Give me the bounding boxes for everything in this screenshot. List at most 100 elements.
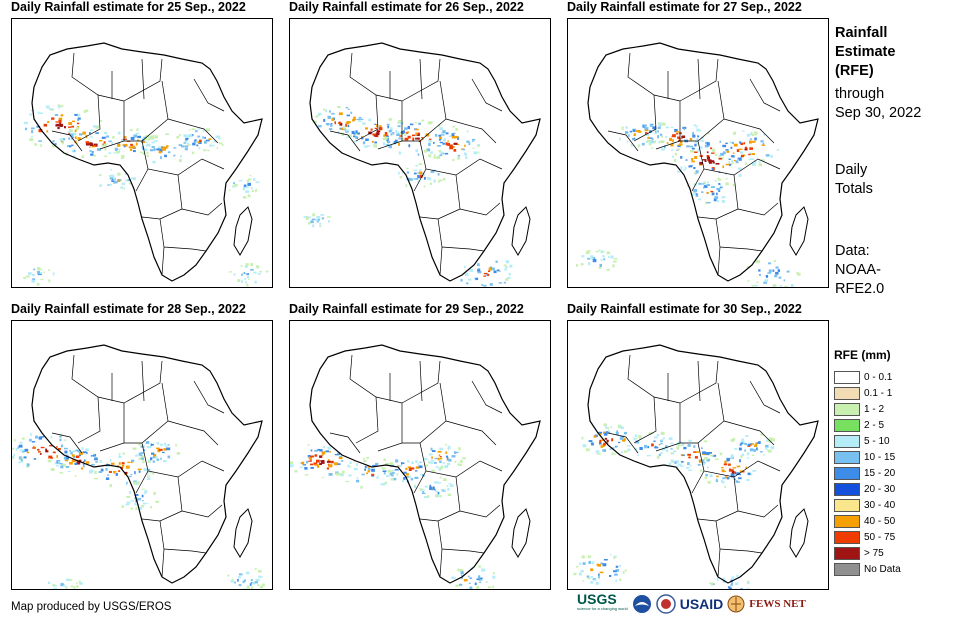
rainfall-cell: [145, 137, 148, 141]
rainfall-cell: [728, 158, 731, 160]
rainfall-cell: [45, 450, 49, 453]
country-border: [124, 382, 169, 444]
rainfall-cell: [328, 473, 333, 476]
rainfall-cell: [704, 457, 708, 460]
rainfall-cell: [403, 132, 407, 135]
rainfall-cell: [633, 133, 636, 136]
rainfall-cell: [411, 134, 416, 137]
rainfall-cell: [317, 114, 320, 117]
rainfall-cell: [598, 573, 600, 576]
rainfall-cell: [133, 177, 136, 181]
rainfall-cell: [699, 146, 703, 149]
rainfall-cell: [750, 132, 753, 135]
rainfall-cell: [92, 154, 96, 157]
rainfall-cell: [140, 505, 145, 508]
rainfall-cell: [712, 454, 717, 457]
legend-swatch: [834, 450, 860, 464]
rainfall-cell: [665, 126, 670, 129]
rainfall-cell: [674, 461, 677, 465]
rainfall-cell: [704, 476, 707, 479]
rainfall-cell: [321, 476, 324, 479]
rainfall-cell: [73, 155, 76, 157]
rainfall-cell: [420, 137, 423, 140]
rainfall-cell: [330, 460, 334, 464]
rainfall-cell: [716, 200, 719, 203]
rainfall-cell: [620, 435, 625, 439]
rainfall-cell: [249, 174, 252, 177]
rainfall-cell: [390, 127, 393, 131]
rainfall-cell: [656, 130, 658, 133]
rainfall-cell: [720, 186, 723, 188]
rainfall-cell: [66, 456, 70, 460]
rainfall-cell: [716, 192, 718, 196]
rainfall-cell: [398, 171, 400, 175]
rainfall-cell: [721, 466, 724, 469]
rainfall-cell: [149, 149, 153, 152]
rainfall-cell: [31, 280, 35, 283]
rainfall-cell: [790, 284, 794, 287]
rainfall-cell: [453, 132, 456, 134]
rainfall-cell: [702, 159, 706, 161]
rainfall-cell: [319, 449, 323, 452]
rainfall-cell: [111, 462, 115, 465]
rainfall-cell: [418, 122, 421, 125]
rainfall-cell: [307, 444, 310, 446]
rainfall-cell: [147, 445, 152, 448]
rainfall-cell: [686, 467, 690, 469]
rainfall-cell: [738, 477, 742, 480]
rainfall-cell: [451, 455, 456, 458]
rainfall-cell: [710, 160, 715, 162]
rainfall-cell: [784, 285, 788, 287]
rainfall-cell: [150, 135, 154, 138]
rainfall-cell: [653, 141, 656, 144]
rainfall-cell: [104, 147, 107, 151]
rainfall-cell: [753, 449, 756, 452]
rainfall-cell: [356, 118, 361, 121]
rainfall-cell: [641, 142, 645, 146]
rainfall-cell: [644, 445, 647, 449]
rainfall-cell: [464, 144, 466, 147]
rainfall-cell: [187, 144, 191, 146]
rainfall-cell: [661, 136, 663, 138]
rainfall-cell: [479, 577, 483, 579]
panel-title: Daily Rainfall estimate for 30 Sep., 202…: [567, 302, 802, 316]
rainfall-cell: [493, 270, 497, 274]
rainfall-cell: [94, 457, 98, 461]
rainfall-cell: [473, 151, 477, 155]
rainfall-cell: [328, 464, 333, 468]
rainfall-cell: [420, 474, 422, 476]
rainfall-cell: [625, 131, 628, 134]
rainfall-cell: [152, 472, 154, 475]
rainfall-cell: [775, 266, 779, 269]
rainfall-cell: [153, 453, 157, 457]
country-border: [51, 130, 83, 152]
rainfall-cell: [423, 176, 426, 180]
rainfall-cell: [637, 130, 641, 133]
rainfall-cell: [328, 128, 333, 130]
rainfall-cell: [730, 584, 733, 586]
rainfall-cell: [598, 431, 602, 434]
rainfall-cell: [360, 118, 364, 120]
rainfall-cell: [307, 455, 311, 458]
rainfall-cell: [448, 483, 452, 485]
rainfall-cell: [249, 583, 252, 586]
rainfall-cell: [183, 134, 187, 138]
rainfall-map: [11, 320, 273, 590]
legend-swatch: [834, 530, 860, 544]
rainfall-cell: [115, 473, 118, 476]
rainfall-cell: [244, 579, 246, 582]
continent-outline: [309, 344, 541, 584]
rainfall-cell: [407, 466, 412, 468]
rainfall-cell: [37, 448, 40, 451]
rainfall-cell: [643, 124, 648, 127]
rainfall-cell: [98, 471, 102, 473]
rainfall-cell: [469, 269, 474, 272]
rainfall-cell: [588, 262, 591, 266]
rainfall-cell: [38, 129, 43, 133]
rainfall-cell: [327, 115, 331, 119]
rainfall-cell: [433, 141, 435, 144]
rainfall-cell: [463, 579, 468, 582]
rainfall-cell: [477, 263, 480, 267]
rainfall-cell: [698, 459, 702, 463]
rainfall-cell: [447, 142, 450, 146]
